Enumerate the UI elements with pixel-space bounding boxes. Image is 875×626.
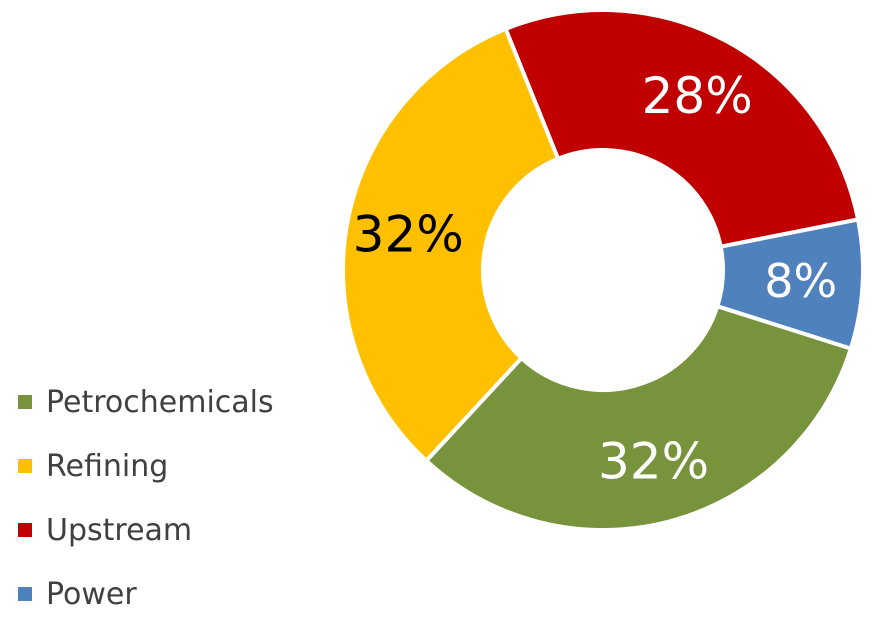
- legend-label-petrochemicals: Petrochemicals: [46, 384, 274, 420]
- legend: Petrochemicals Refining Upstream Power: [18, 370, 338, 626]
- slice-label-petrochemicals: 32%: [598, 432, 709, 490]
- legend-swatch-upstream: [18, 523, 32, 537]
- legend-item-power: Power: [18, 562, 338, 626]
- slice-labels: 28% 8% 32% 32%: [353, 67, 838, 491]
- slice-label-refining: 32%: [353, 205, 464, 263]
- slice-label-power: 8%: [764, 254, 837, 308]
- legend-swatch-power: [18, 587, 32, 601]
- legend-item-refining: Refining: [18, 434, 338, 498]
- legend-label-refining: Refining: [46, 448, 169, 484]
- legend-swatch-petrochemicals: [18, 395, 32, 409]
- slice-petrochemicals: [423, 303, 854, 532]
- legend-label-power: Power: [46, 576, 137, 612]
- slice-refining: [341, 26, 561, 464]
- slice-upstream: [502, 8, 861, 250]
- legend-item-upstream: Upstream: [18, 498, 338, 562]
- slice-label-upstream: 28%: [642, 67, 753, 125]
- legend-swatch-refining: [18, 459, 32, 473]
- donut-slices: [341, 8, 865, 532]
- legend-label-upstream: Upstream: [46, 512, 193, 548]
- donut-chart: 28% 8% 32% 32%: [341, 8, 865, 532]
- legend-item-petrochemicals: Petrochemicals: [18, 370, 338, 434]
